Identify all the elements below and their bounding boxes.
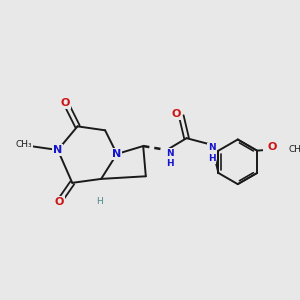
Text: N: N [53, 145, 62, 155]
Text: O: O [268, 142, 277, 152]
Text: N
H: N H [208, 143, 215, 163]
Text: CH₃: CH₃ [288, 145, 300, 154]
Text: N
H: N H [166, 149, 173, 168]
Text: CH₃: CH₃ [15, 140, 32, 149]
Text: O: O [54, 197, 64, 207]
Text: H: H [96, 197, 102, 206]
Text: O: O [61, 98, 70, 108]
Text: O: O [172, 109, 181, 119]
Text: N: N [112, 149, 122, 159]
